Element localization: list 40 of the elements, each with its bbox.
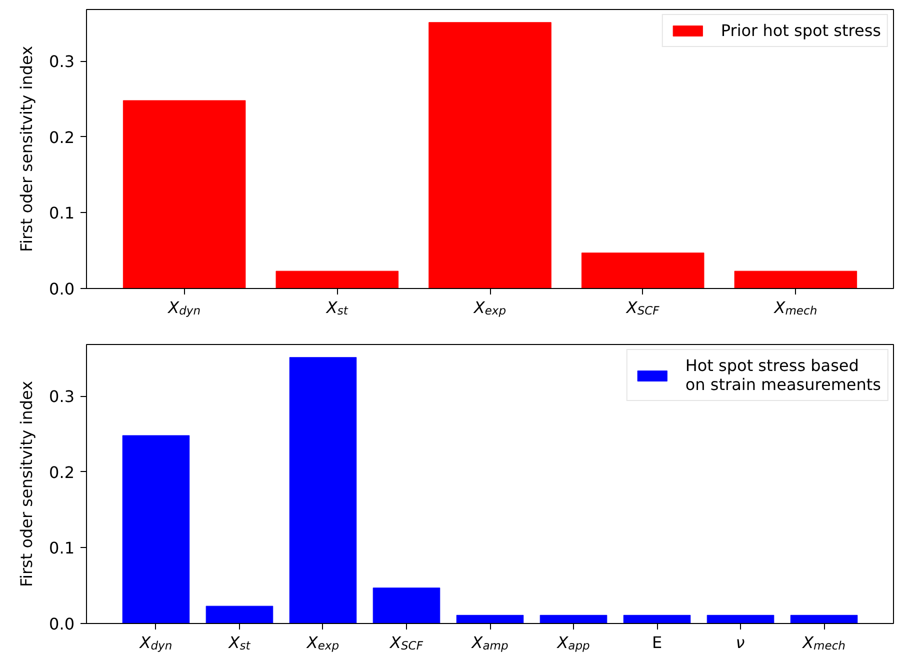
bar (790, 614, 858, 624)
y-tick-label: 0.0 (49, 614, 75, 634)
bar (289, 357, 357, 624)
bar (428, 22, 552, 288)
x-tick-label: Xdyn (138, 633, 172, 652)
x-tick-label: Xdyn (167, 298, 201, 318)
bar (122, 100, 246, 288)
bar (122, 435, 190, 624)
y-axis-title: First oder sensitvity index (17, 380, 36, 588)
y-tick-label: 0.1 (49, 204, 75, 223)
x-tick-label: E (652, 633, 662, 652)
x-tick-label: ν (736, 633, 745, 652)
x-tick-label: Xapp (556, 633, 590, 652)
legend-label: Prior hot spot stress (720, 21, 881, 40)
bar (276, 270, 399, 288)
bar (206, 606, 274, 624)
y-tick-label: 0.2 (49, 462, 75, 482)
bar (372, 588, 440, 624)
y-tick-label: 0.3 (49, 387, 75, 406)
x-tick-label: Xst (228, 633, 251, 652)
y-tick-label: 0.2 (49, 128, 75, 147)
bar (456, 614, 524, 624)
x-tick-label: Xamp (470, 633, 508, 652)
y-axis-title: First oder sensitvity index (17, 46, 36, 252)
bar (734, 270, 858, 288)
x-tick-label: Xexp (306, 633, 340, 652)
y-tick-label: 0.3 (49, 52, 75, 72)
bar (540, 614, 608, 624)
bar (623, 614, 691, 624)
x-tick-label: XSCF (625, 298, 660, 318)
x-tick-label: Xmech (802, 633, 846, 652)
bar (706, 614, 774, 624)
legend-label: Hot spot stress based on strain measurements (685, 356, 881, 394)
x-tick-label: XSCF (389, 633, 424, 652)
y-tick-label: 0.1 (49, 538, 75, 558)
bar (581, 252, 704, 288)
x-tick-label: Xexp (472, 298, 506, 318)
x-tick-label: Xmech (773, 298, 818, 318)
y-tick-label: 0.0 (49, 280, 75, 298)
x-tick-label: Xst (325, 298, 348, 318)
